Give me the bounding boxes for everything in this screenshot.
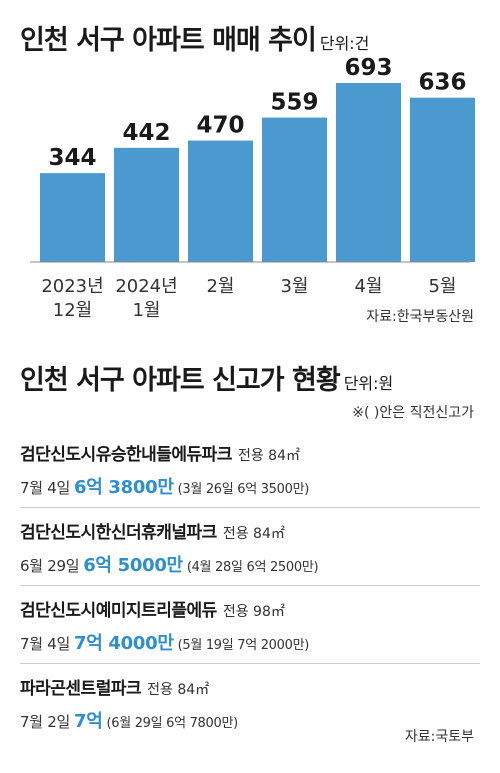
category-label: 3월 bbox=[280, 276, 308, 297]
listing-area: 전용 84㎡ bbox=[222, 526, 285, 542]
divider bbox=[20, 507, 480, 508]
listing-name: 검단신도시한신더휴캐널파크 전용 84㎡ bbox=[20, 523, 285, 543]
listing-previous-price: (5월 19일 7억 2000만) bbox=[177, 638, 310, 653]
listing-area: 전용 84㎡ bbox=[147, 682, 210, 698]
category-label: 2월 bbox=[206, 276, 234, 297]
listing-date: 7월 4일 bbox=[20, 479, 70, 497]
listing-name: 검단신도시예미지트리플에듀 전용 98㎡ bbox=[20, 601, 285, 621]
listing-detail: 7월 4일 7억 4000만 (5월 19일 7억 2000만) bbox=[20, 629, 480, 655]
bar-value-label: 470 bbox=[196, 113, 244, 139]
listing-name: 검단신도시유승한내들에듀파크 전용 84㎡ bbox=[20, 445, 300, 465]
listing-previous-price: (4월 28일 6억 2500만) bbox=[186, 560, 319, 575]
listing-previous-price: (3월 26일 6억 3500만) bbox=[177, 482, 310, 497]
listing-item: 검단신도시예미지트리플에듀 전용 98㎡ 7월 4일 7억 4000만 (5월 19일… bbox=[20, 596, 480, 655]
chart-title: 인천 서구 아파트 매매 추이 단위:건 bbox=[20, 25, 370, 56]
listing-item: 검단신도시유승한내들에듀파크 전용 84㎡ 7월 4일 6억 3800만 (3월 26… bbox=[20, 440, 480, 499]
divider bbox=[20, 585, 480, 586]
listing-detail: 7월 2일 7억 (6월 29일 6억 7800만) bbox=[20, 707, 480, 733]
category-label: 5월 bbox=[428, 276, 456, 297]
bar-6 bbox=[410, 97, 475, 262]
bar-value-label: 442 bbox=[122, 120, 170, 146]
category-label: 2023년 bbox=[41, 276, 103, 297]
section-title: 인천 서구 아파트 신고가 현황 단위:원 bbox=[20, 365, 394, 396]
bar-value-label: 559 bbox=[270, 90, 318, 116]
bar-2 bbox=[114, 147, 179, 262]
listing-price: 7억 4000만 bbox=[73, 633, 174, 654]
listing-item: 파라곤센트럴파크 전용 84㎡ 7월 2일 7억 (6월 29일 6억 7800만) bbox=[20, 674, 480, 733]
chart-source: 자료:한국부동산원 bbox=[366, 309, 474, 325]
section-unit: 단위:원 bbox=[343, 374, 394, 393]
divider bbox=[20, 663, 480, 664]
listing-item: 검단신도시한신더휴캐널파크 전용 84㎡ 6월 29일 6억 5000만 (4월 28… bbox=[20, 518, 480, 577]
bar-1 bbox=[40, 173, 105, 262]
listing-price: 6억 5000만 bbox=[83, 555, 183, 576]
category-label: 2024년 bbox=[115, 276, 177, 297]
listing-area: 전용 84㎡ bbox=[237, 448, 300, 464]
bar-value-label: 344 bbox=[48, 145, 96, 171]
listing-date: 7월 2일 bbox=[20, 713, 70, 731]
category-label: 4월 bbox=[354, 276, 382, 297]
category-label: 12월 bbox=[53, 300, 92, 321]
chart-unit: 단위:건 bbox=[319, 34, 370, 53]
previous-high-note: ※( )안은 직전신고가 bbox=[352, 405, 474, 421]
category-label: 1월 bbox=[132, 300, 160, 321]
listing-previous-price: (6월 29일 6억 7800만) bbox=[106, 716, 238, 731]
listing-detail: 7월 4일 6억 3800만 (3월 26일 6억 3500만) bbox=[20, 473, 480, 499]
listing-detail: 6월 29일 6억 5000만 (4월 28일 6억 2500만) bbox=[20, 551, 480, 577]
listing-name: 파라곤센트럴파크 전용 84㎡ bbox=[20, 679, 210, 699]
listing-date: 6월 29일 bbox=[20, 557, 80, 575]
listing-price: 7억 bbox=[73, 711, 103, 732]
listing-price: 6억 3800만 bbox=[73, 477, 174, 498]
bar-4 bbox=[262, 117, 327, 262]
listing-date: 7월 4일 bbox=[20, 635, 70, 653]
bar-3 bbox=[188, 140, 253, 262]
listing-area: 전용 98㎡ bbox=[222, 604, 285, 620]
bar-value-label: 636 bbox=[418, 70, 466, 96]
bar-value-label: 693 bbox=[344, 55, 392, 81]
listing-source: 자료:국토부 bbox=[404, 729, 474, 745]
bar-chart: 344 2023년 12월 442 2024년 1월 470 2월 559 3월 693 4월 636 5… bbox=[30, 55, 475, 321]
bar-5 bbox=[336, 82, 401, 262]
